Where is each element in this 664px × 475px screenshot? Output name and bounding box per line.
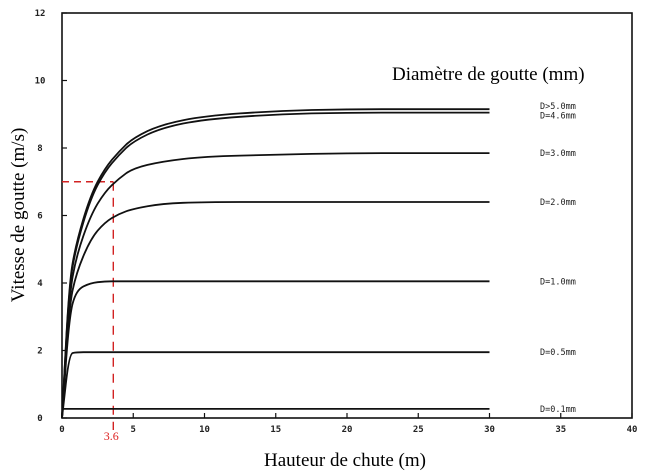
annotation-guides — [62, 181, 115, 430]
series-line-5 — [61, 351, 490, 419]
series-label-2: D=3.0mm — [540, 149, 576, 159]
y-axis-title: Vitesse de goutte (m/s) — [8, 128, 29, 303]
series-curves — [61, 108, 490, 419]
x-tick-label: 20 — [342, 425, 353, 435]
x-tick-label: 15 — [270, 425, 281, 435]
series-label-0: D>5.0mm — [540, 102, 576, 112]
x-axis-title: Hauteur de chute (m) — [264, 450, 426, 471]
x-axis-ticks: 0 5 10 15 20 25 30 35 40 — [59, 413, 637, 435]
series-line-4 — [61, 280, 490, 419]
series-label-6: D=0.1mm — [540, 405, 576, 415]
y-tick-label: 6 — [37, 212, 42, 222]
series-label-3: D=2.0mm — [540, 198, 576, 208]
annotation-label: 3.6 — [104, 429, 119, 443]
y-tick-label: 4 — [37, 279, 43, 289]
y-tick-label: 10 — [35, 77, 46, 87]
x-tick-label: 40 — [627, 425, 638, 435]
x-tick-label: 5 — [131, 425, 136, 435]
series-line-1 — [61, 111, 490, 419]
x-tick-label: 35 — [555, 425, 566, 435]
series-line-2 — [61, 152, 490, 419]
y-tick-label: 0 — [37, 414, 42, 424]
y-tick-label: 12 — [35, 9, 46, 19]
series-label-1: D=4.6mm — [540, 112, 576, 122]
series-line-3 — [61, 201, 490, 419]
x-tick-label: 10 — [199, 425, 210, 435]
x-tick-label: 30 — [484, 425, 495, 435]
series-label-4: D=1.0mm — [540, 277, 576, 287]
x-tick-label: 25 — [413, 425, 424, 435]
y-tick-label: 8 — [37, 144, 42, 154]
series-label-5: D=0.5mm — [540, 348, 576, 358]
x-tick-label: 0 — [59, 425, 64, 435]
legend-title: Diamètre de goutte (mm) — [392, 64, 585, 85]
y-tick-label: 2 — [37, 347, 42, 357]
